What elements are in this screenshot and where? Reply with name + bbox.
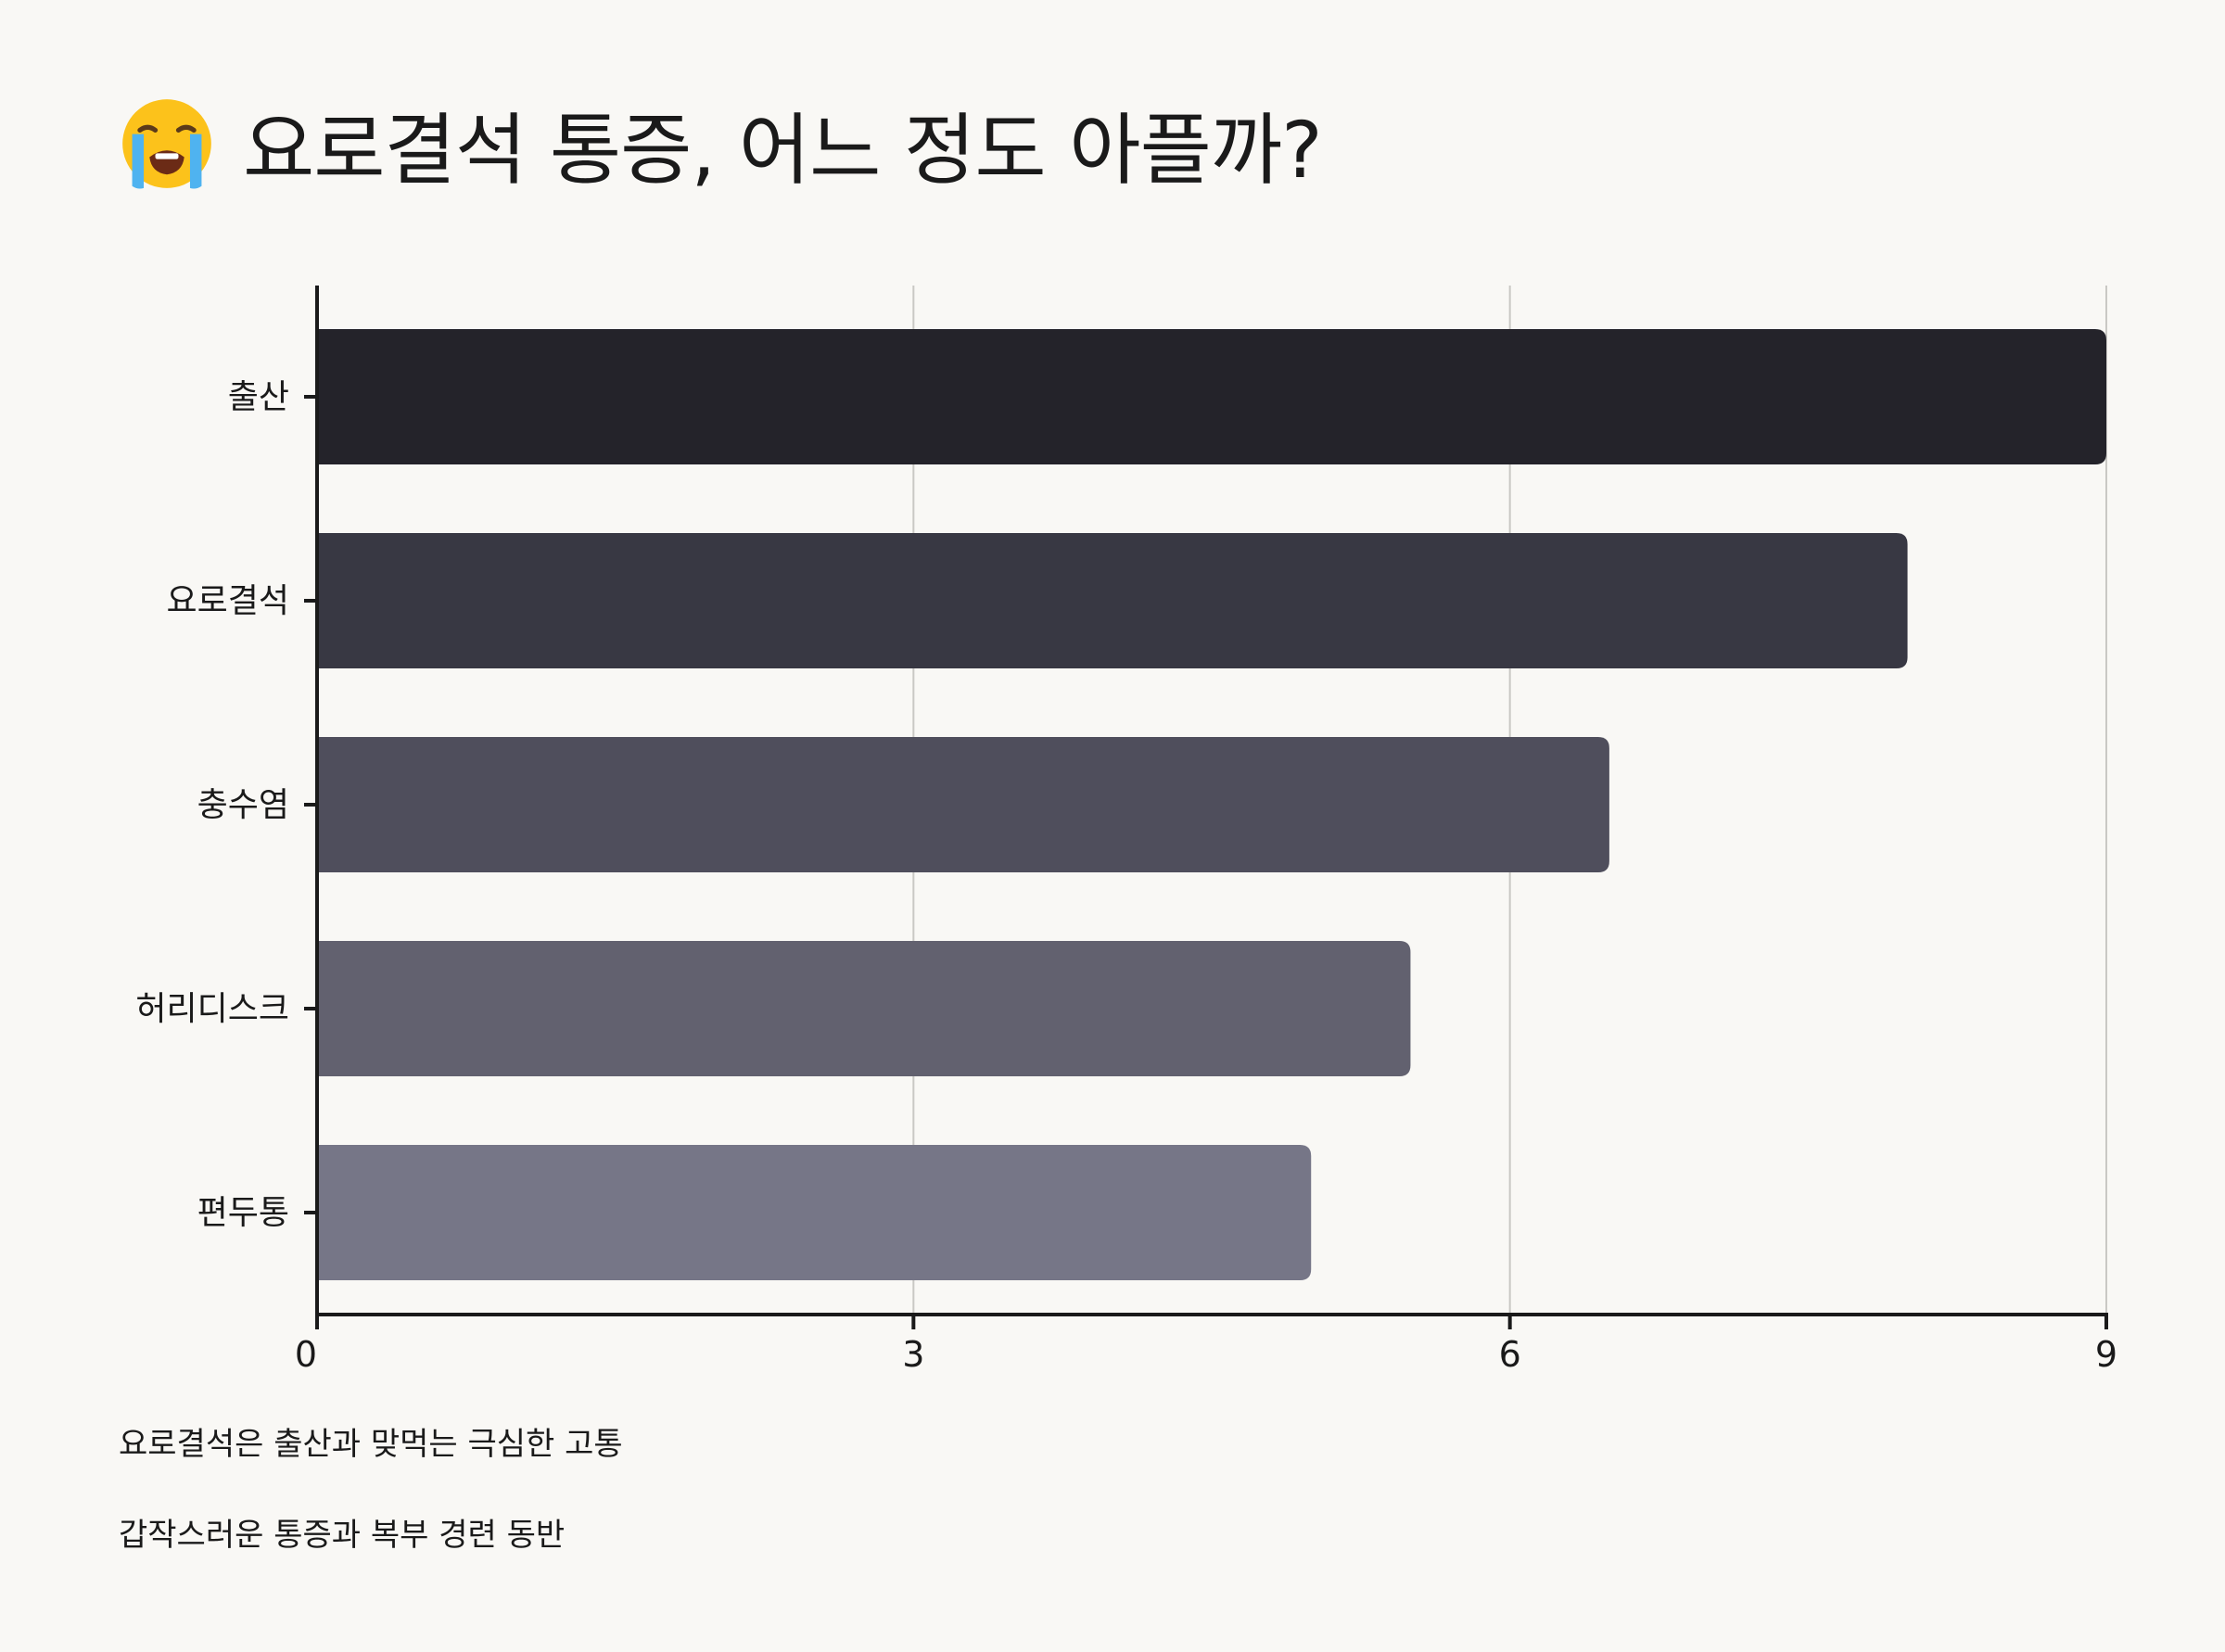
crying-face-icon: [122, 99, 211, 189]
x-tick-label: 6: [1499, 1334, 1521, 1375]
chart-title-row: 요로결석 통증, 어느 정도 아플까?: [119, 93, 1323, 196]
y-tick-label: 충수염: [197, 786, 289, 824]
bar: [317, 533, 1908, 668]
chart-title: 요로결석 통증, 어느 정도 아플까?: [243, 104, 1323, 196]
y-tick-label: 출산: [228, 378, 289, 416]
bar: [317, 737, 1609, 872]
bar: [317, 329, 2106, 464]
bar: [317, 941, 1411, 1076]
x-tick-label: 9: [2095, 1334, 2117, 1375]
y-tick-label: 편두통: [197, 1194, 289, 1232]
bar: [317, 1145, 1312, 1280]
y-tick-label: 요로결석: [167, 582, 289, 620]
x-tick-label: 3: [902, 1334, 924, 1375]
footnote-2: 갑작스러운 통증과 복부 경련 동반: [119, 1517, 566, 1554]
x-tick-label: 0: [295, 1334, 317, 1375]
y-tick-label: 허리디스크: [135, 990, 289, 1028]
footnote-1: 요로결석은 출산과 맞먹는 극심한 고통: [119, 1426, 623, 1463]
